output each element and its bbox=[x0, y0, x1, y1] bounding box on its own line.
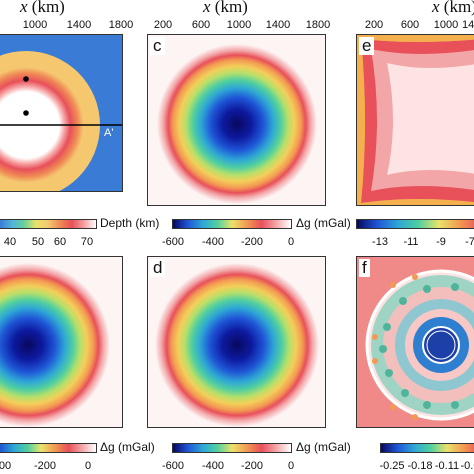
panel-b-colorbar-tick: 00 bbox=[0, 460, 12, 472]
panel-c-colorbar-tick: -200 bbox=[240, 236, 264, 248]
panel-d-colorbar-tick: -200 bbox=[240, 460, 264, 472]
panel-c-tick: 200 bbox=[153, 19, 173, 31]
panel-c-gravity-map: c bbox=[147, 34, 326, 206]
panel-f-colorbar-tick: -0.11 bbox=[434, 460, 460, 472]
panel-e-label: e bbox=[359, 37, 375, 55]
panel-c-colorbar bbox=[172, 219, 292, 229]
panel-c-tick: 1400 bbox=[265, 19, 291, 31]
panel-c-anomaly bbox=[157, 44, 317, 204]
panel-d-colorbar-tick: -600 bbox=[161, 460, 185, 472]
panel-b-colorbar-tick: -200 bbox=[33, 460, 57, 472]
station-dot bbox=[23, 110, 29, 116]
panel-d-colorbar-tick: 0 bbox=[287, 460, 295, 472]
panel-c-colorbar-tick: -400 bbox=[201, 236, 225, 248]
depth-colorbar-tick: 60 bbox=[53, 236, 67, 248]
panel-e-x-axis-title: x (km) bbox=[432, 0, 474, 16]
panel-f-colorbar-tick: -0.0 bbox=[460, 460, 474, 472]
panel-d-colorbar-label: Δg (mGal) bbox=[296, 440, 351, 454]
panel-e-tick: 600 bbox=[400, 19, 420, 31]
panel-e-colorbar-tick: -11 bbox=[403, 236, 419, 248]
panel-d-anomaly bbox=[155, 263, 319, 427]
panel-d-colorbar bbox=[172, 443, 292, 453]
panel-c-colorbar-label: Δg (mGal) bbox=[296, 216, 351, 230]
panel-e-colorbar-tick: -13 bbox=[372, 236, 388, 248]
profile-end-label: A' bbox=[104, 127, 114, 139]
station-dot bbox=[23, 76, 29, 82]
panel-e-tick: 200 bbox=[364, 19, 384, 31]
panel-b-colorbar-tick: 0 bbox=[84, 460, 92, 472]
panel-e-tick: 1000 bbox=[433, 19, 459, 31]
panel-c-tick: 1000 bbox=[226, 19, 252, 31]
depth-colorbar-tick: 50 bbox=[31, 236, 45, 248]
panel-a-tick: 1400 bbox=[66, 19, 92, 31]
panel-e-colorbar bbox=[356, 219, 474, 229]
panel-f-colorbar-tick: -0.25 bbox=[379, 460, 405, 472]
panel-b-gravity-map bbox=[0, 256, 123, 428]
panel-e-tick: 14 bbox=[462, 19, 474, 31]
panel-e-colorbar-tick: -9 bbox=[436, 236, 446, 248]
panel-b-colorbar-label: Δg (mGal) bbox=[100, 440, 155, 454]
panel-f-residual-map: f bbox=[356, 256, 474, 428]
panel-d-gravity-map: d bbox=[147, 256, 326, 428]
depth-colorbar-tick: 40 bbox=[3, 236, 17, 248]
panel-d-label: d bbox=[150, 259, 166, 277]
panel-b-anomaly bbox=[0, 263, 110, 427]
panel-f-colorbar bbox=[380, 443, 474, 453]
panel-c-colorbar-tick: -600 bbox=[161, 236, 185, 248]
panel-a-tick: 1800 bbox=[108, 19, 134, 31]
panel-c-label: c bbox=[150, 37, 165, 55]
panel-e-colorbar-tick: -7 bbox=[465, 236, 474, 248]
panel-a-tick: 1000 bbox=[22, 19, 48, 31]
panel-e-gravity-map: e bbox=[356, 34, 474, 206]
panel-a-x-axis-title: x (km) bbox=[20, 0, 65, 16]
panel-a-depth-map: A' bbox=[0, 34, 123, 192]
panel-c-colorbar-tick: 0 bbox=[287, 236, 295, 248]
depth-colorbar bbox=[0, 219, 97, 229]
depth-colorbar-label: Depth (km) bbox=[100, 216, 160, 230]
panel-c-tick: 600 bbox=[191, 19, 211, 31]
panel-f-colorbar-tick: -0.18 bbox=[407, 460, 433, 472]
panel-c-tick: 1800 bbox=[305, 19, 331, 31]
panel-d-colorbar-tick: -400 bbox=[201, 460, 225, 472]
panel-c-x-axis-title: x (km) bbox=[203, 0, 248, 16]
panel-f-label: f bbox=[359, 259, 370, 277]
panel-a-basin bbox=[0, 51, 100, 191]
panel-b-colorbar bbox=[0, 443, 97, 453]
depth-colorbar-tick: 70 bbox=[80, 236, 94, 248]
